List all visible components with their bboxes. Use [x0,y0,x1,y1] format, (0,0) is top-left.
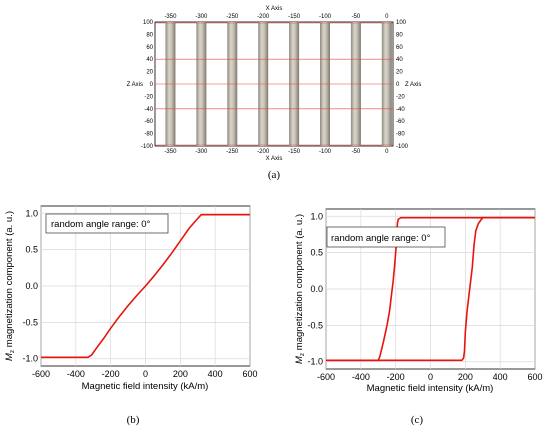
x-tick-label: 200 [458,372,473,382]
x-tick-label-bottom: -200 [257,149,270,155]
x-tick-label-top: -300 [195,14,208,20]
z-tick-label-right: 20 [396,70,403,76]
x-tick-label-bottom: -50 [352,149,361,155]
panel-b: -600 -400 -200 0 200 400 600 1.0 0.5 0.0 -0.5 -1.0… [4,205,258,426]
annotation-c: random angle range: 0° [331,233,431,244]
x-ticks-bottom: -350 -300 -250 -200 -150 -100 -50 0 [164,149,389,155]
series-line [326,216,535,362]
z-tick-label-right: -100 [396,144,409,150]
x-tick-label-top: -250 [226,14,239,20]
z-ticks-left: 100 80 60 40 20 0 -20 -40 -60 -80 -100 [141,20,154,150]
x-axis-label-c: Magnetic field intensity (kA/m) [367,383,494,394]
z-tick-label-right: -20 [396,94,405,100]
curves-b [41,213,250,359]
x-tick-label: 400 [493,372,508,382]
x-tick-label-bottom: -350 [164,149,177,155]
x-tick-label-top: -200 [257,14,270,20]
x-tick-label: 600 [242,369,257,379]
z-axis-title-right: Z Axis [405,82,421,88]
grid-b [40,206,251,366]
x-tick-label-bottom: -100 [319,149,332,155]
x-tick-label-bottom: -150 [288,149,301,155]
caption-b: (b) [127,414,140,426]
z-tick-label-left: -40 [144,107,153,113]
grid-c [325,209,536,369]
y-ticks-b: 1.0 0.5 0.0 -0.5 -1.0 [22,208,38,363]
x-tick-label: -400 [67,369,85,379]
y-tick-label: 0.0 [310,284,323,294]
curves-c [326,216,535,362]
x-tick-label: 400 [208,369,223,379]
z-tick-label-right: -60 [396,119,405,125]
x-tick-label: -200 [387,372,405,382]
x-tick-label: -600 [32,369,50,379]
z-tick-label-left: 80 [146,32,153,38]
panel-a: -350 -300 -250 -200 -150 -100 -50 0 -350 -300 -25… [127,6,422,181]
z-tick-label-left: 60 [146,45,153,51]
y-tick-label: -0.5 [22,317,38,327]
x-tick-label-top: -100 [319,14,332,20]
y-tick-label: 0.5 [310,248,323,258]
x-tick-label-top: -150 [288,14,301,20]
x-tick-label-bottom: -300 [195,149,208,155]
z-tick-label-left: 20 [146,70,153,76]
annotation-box-c [326,226,446,248]
annotation-b: random angle range: 0° [51,219,151,230]
y-tick-label: 1.0 [310,211,323,221]
x-tick-label-top: -50 [352,14,361,20]
x-tick-label: 200 [173,369,188,379]
x-tick-label: -200 [102,369,120,379]
z-tick-label-right: 60 [396,45,403,51]
x-axis-title-top: X Axis [266,6,283,12]
caption-c: (c) [411,414,424,426]
caption-a: (a) [268,169,281,181]
x-tick-label-top: -350 [164,14,177,20]
x-tick-label: 0 [428,372,433,382]
z-axis-title-left: Z Axis [127,82,143,88]
z-ticks-right: 100 80 60 40 20 0 -20 -40 -60 -80 -100 [396,20,409,150]
x-ticks-b: -600 -400 -200 0 200 400 600 [32,369,258,379]
y-tick-label: 0.0 [25,281,38,291]
series-line [41,213,250,359]
x-axis-label-b: Magnetic field intensity (kA/m) [82,381,209,392]
x-tick-label-bottom: -250 [226,149,239,155]
x-ticks-top: -350 -300 -250 -200 -150 -100 -50 0 [164,14,389,20]
z-tick-label-right: 100 [396,20,407,26]
z-tick-label-left: 0 [150,82,154,88]
z-tick-label-left: 100 [143,20,154,26]
y-axis-label-b: Mz magnetization component (a. u.) [4,211,16,361]
x-ticks-c: -600 -400 -200 0 200 400 600 [317,372,543,382]
x-tick-label-bottom: 0 [385,149,389,155]
x-tick-label: -400 [352,372,370,382]
y-tick-label: 1.0 [25,208,38,218]
z-tick-label-right: 0 [396,82,400,88]
y-axis-label-c: Mz magnetization component (a. u.) [294,214,306,364]
z-tick-label-right: 80 [396,32,403,38]
series-line [326,216,535,362]
x-axis-title-bottom: X Axis [266,156,283,162]
x-tick-label-top: 0 [385,14,389,20]
y-tick-label: 0.5 [25,245,38,255]
y-tick-label: -0.5 [307,320,323,330]
z-tick-label-left: -60 [144,119,153,125]
z-tick-label-left: -20 [144,94,153,100]
z-tick-label-left: -100 [141,144,154,150]
z-tick-label-right: -80 [396,132,405,138]
x-tick-label: 600 [527,372,542,382]
y-ticks-c: 1.0 0.5 0.0 -0.5 -1.0 [307,211,323,366]
x-tick-label: 0 [143,369,148,379]
z-tick-label-right: 40 [396,57,403,63]
panel-a-gridlines [155,22,393,146]
annotation-box-b [45,213,169,234]
y-tick-label: -1.0 [307,357,323,367]
z-tick-label-left: 40 [146,57,153,63]
y-tick-label: -1.0 [22,354,38,364]
z-tick-label-left: -80 [144,132,153,138]
panel-c: -600 -400 -200 0 200 400 600 1.0 0.5 0.0 -0.5 -1.0… [294,208,543,426]
x-tick-label: -600 [317,372,335,382]
z-tick-label-right: -40 [396,107,405,113]
